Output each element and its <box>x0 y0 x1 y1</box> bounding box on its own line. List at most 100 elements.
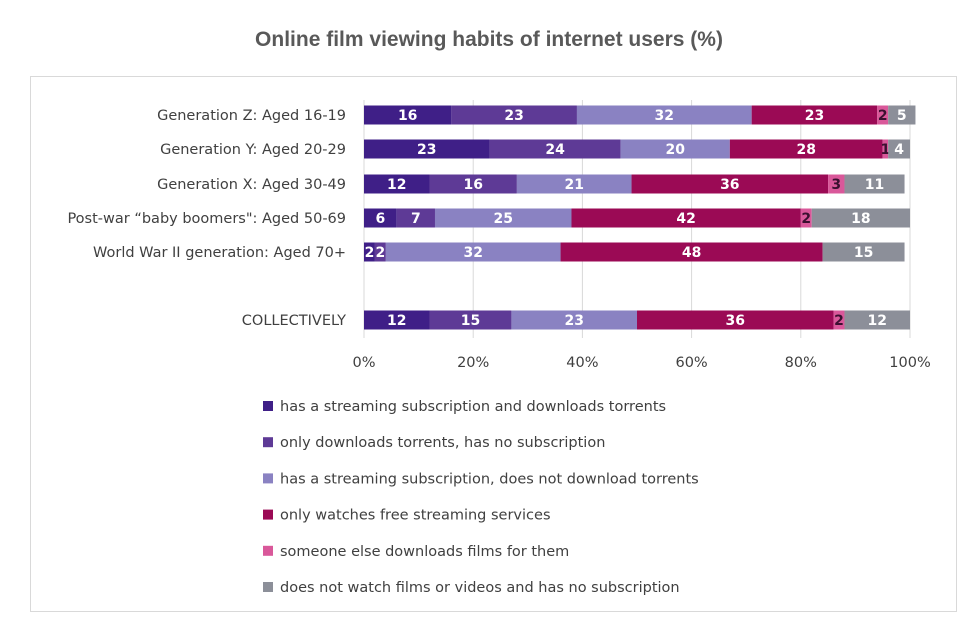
x-axis-ticks: 0% 20% 40% 60% 80% 100% <box>352 355 930 371</box>
bar-segment <box>364 105 452 125</box>
legend-swatch <box>263 545 273 556</box>
legend-swatch <box>263 401 273 411</box>
category-label: Post-war “baby boomers": Aged 50-69 <box>67 211 346 227</box>
data-label: 23 <box>417 142 436 158</box>
chart-frame <box>30 76 957 612</box>
data-label: 42 <box>676 211 695 227</box>
bar-segment <box>800 208 812 228</box>
data-label: 11 <box>865 177 884 193</box>
legend-entry: has a streaming subscription, does not d… <box>280 471 699 487</box>
bar-segment <box>560 242 823 262</box>
bar-segment <box>364 242 375 262</box>
bar-segment <box>364 310 430 330</box>
data-label: 6 <box>376 211 386 227</box>
bar-segment <box>828 174 845 194</box>
data-label: 23 <box>504 108 523 124</box>
data-label: 23 <box>805 108 824 124</box>
data-label: 5 <box>897 108 907 124</box>
data-label: 25 <box>493 211 512 227</box>
data-label: 48 <box>682 245 701 261</box>
legend-swatch <box>263 582 273 592</box>
bar-segment <box>429 174 517 194</box>
bar-segment <box>882 139 889 159</box>
category-label: Generation Z: Aged 16-19 <box>157 108 346 124</box>
data-label: 28 <box>797 142 816 158</box>
bars: 16 23 32 23 2 523 24 20 28 1 412 16 21 36 3 116 7 25 42 2 18… <box>364 105 916 330</box>
data-label: 20 <box>665 142 685 158</box>
x-tick-label: 100% <box>889 355 930 371</box>
data-label: 21 <box>564 177 583 193</box>
data-label: 24 <box>545 142 565 158</box>
bar-segment <box>637 310 834 330</box>
data-label: 16 <box>463 177 482 193</box>
data-label: 16 <box>398 108 417 124</box>
data-label: 2 <box>376 245 386 261</box>
x-tick-label: 0% <box>352 355 375 371</box>
data-label: 2 <box>878 108 888 124</box>
bar-segment <box>751 105 878 125</box>
legend: has a streaming subscription and downloa… <box>263 399 699 596</box>
bar-segment <box>822 242 905 262</box>
chart-title: Online film viewing habits of internet u… <box>255 28 723 51</box>
bar-segment <box>833 310 845 330</box>
bar-segment <box>844 310 910 330</box>
data-label: 15 <box>461 313 480 329</box>
data-label: 2 <box>365 245 375 261</box>
bar-segment <box>364 174 430 194</box>
data-label: 7 <box>411 211 421 227</box>
bar-segment <box>877 105 889 125</box>
legend-entry: only watches free streaming services <box>280 508 551 524</box>
legend-entry: only downloads torrents, has no subscrip… <box>280 435 605 451</box>
data-label: 12 <box>867 313 886 329</box>
legend-entry: does not watch films or videos and has n… <box>280 580 680 596</box>
bar-segment <box>451 105 577 125</box>
data-label: 15 <box>854 245 873 261</box>
bar-segment <box>811 208 910 228</box>
data-label: 36 <box>720 177 739 193</box>
data-label: 2 <box>834 313 844 329</box>
bar-segment <box>888 105 916 125</box>
bar-segment <box>429 310 512 330</box>
bar-segment <box>374 242 386 262</box>
legend-swatch <box>263 437 273 448</box>
x-tick-label: 40% <box>566 355 598 371</box>
bar-segment <box>511 310 637 330</box>
data-label: 36 <box>726 313 745 329</box>
bar-segment <box>844 174 905 194</box>
legend-entry: someone else downloads films for them <box>280 544 569 560</box>
data-label: 4 <box>894 142 904 158</box>
data-label: 23 <box>564 313 583 329</box>
bar-segment <box>385 242 561 262</box>
bar-segment <box>364 208 397 228</box>
bar-segment <box>571 208 801 228</box>
x-tick-label: 20% <box>457 355 489 371</box>
data-label: 1 <box>881 142 891 158</box>
bar-segment <box>631 174 829 194</box>
bar-segment <box>364 139 490 159</box>
bar-segment <box>888 139 910 159</box>
legend-swatch <box>263 509 273 520</box>
legend-swatch <box>263 473 273 484</box>
data-label: 12 <box>387 313 406 329</box>
data-label: 12 <box>387 177 406 193</box>
category-label: World War II generation: Aged 70+ <box>93 245 346 261</box>
bar-segment <box>620 139 730 159</box>
category-label: Generation Y: Aged 20-29 <box>160 142 346 158</box>
data-label: 32 <box>463 245 482 261</box>
x-tick-label: 80% <box>785 355 817 371</box>
bar-segment <box>434 208 572 228</box>
bar-segment <box>576 105 752 125</box>
legend-entry: has a streaming subscription and downloa… <box>280 399 666 415</box>
category-labels: Generation Z: Aged 16-19 Generation Y: Ag… <box>67 108 346 329</box>
data-label: 2 <box>801 211 811 227</box>
category-label: COLLECTIVELY <box>242 313 346 329</box>
bar-segment <box>489 139 621 159</box>
bar-segment <box>516 174 632 194</box>
x-tick-label: 60% <box>675 355 707 371</box>
category-label: Generation X: Aged 30-49 <box>157 177 346 193</box>
data-label: 32 <box>655 108 674 124</box>
data-label: 3 <box>831 177 841 193</box>
data-label: 18 <box>851 211 870 227</box>
bar-segment <box>396 208 435 228</box>
